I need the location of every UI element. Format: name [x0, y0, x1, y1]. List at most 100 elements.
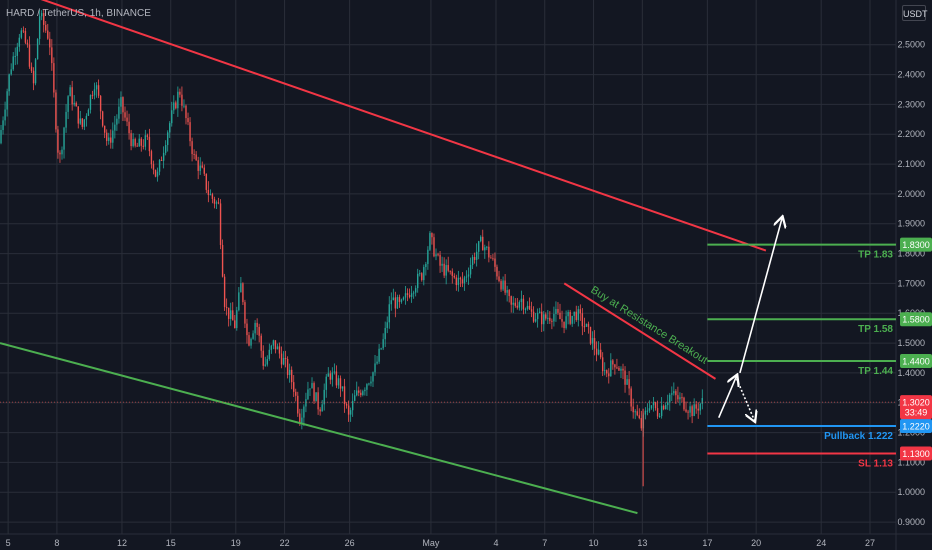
candle-body [144, 135, 147, 147]
candle-body [63, 127, 65, 150]
candle-body [473, 256, 476, 260]
x-tick-label: 20 [751, 538, 761, 548]
y-tick-label: 0.9000 [897, 517, 925, 527]
candle-body [693, 404, 695, 417]
arrow-dotted [735, 378, 755, 421]
candle-body [61, 149, 63, 155]
y-tick-label: 1.7000 [897, 278, 925, 288]
candle-body [59, 152, 61, 155]
candle-body [333, 371, 336, 373]
candle-body [207, 189, 210, 195]
x-tick-label: 26 [345, 538, 355, 548]
candle-body [475, 251, 478, 260]
candle-body [329, 373, 332, 380]
candle-body [500, 281, 502, 290]
candle-body [662, 405, 665, 410]
candle-body [689, 406, 691, 413]
candle-body [87, 109, 90, 116]
candle-body [2, 120, 4, 131]
candle-body [480, 236, 482, 242]
support-channel-line [0, 342, 638, 515]
candle-body [288, 369, 291, 375]
candle-body [632, 406, 634, 413]
candle-body [108, 137, 110, 141]
candle-body [256, 322, 258, 327]
candle-body [437, 254, 439, 256]
symbol-header[interactable]: HARD / TetherUS, 1h, BINANCE [6, 8, 151, 19]
projection-arrows [718, 218, 782, 421]
candle-body [219, 203, 222, 245]
candle-body [38, 16, 41, 39]
candle-body [67, 96, 69, 112]
candle-body [154, 169, 157, 177]
candle-body [595, 348, 598, 355]
candle-body [463, 277, 466, 284]
candle-body [286, 358, 289, 375]
candle-body [431, 233, 433, 238]
y-tick-label: 2.5000 [897, 40, 925, 50]
candle-body [315, 392, 317, 402]
candle-body [34, 59, 37, 84]
candle-body [640, 418, 643, 429]
currency-button[interactable]: USDT [902, 5, 928, 21]
y-tick-label: 1.0000 [897, 487, 925, 497]
candle-body [299, 413, 301, 424]
x-tick-label: 5 [6, 538, 11, 548]
candle-body [65, 111, 67, 128]
candle-body [644, 410, 647, 415]
current-price-tag [900, 395, 932, 420]
candle-body [534, 319, 537, 322]
candle-body [408, 295, 411, 297]
candle-body [136, 145, 138, 147]
candle-body [579, 309, 582, 314]
candle-body [351, 400, 354, 411]
candle-body [402, 297, 405, 300]
y-tick-label: 1.4000 [897, 368, 925, 378]
candle-body [530, 309, 533, 312]
candle-body [49, 38, 51, 48]
candle-body [223, 276, 226, 308]
candle-body [439, 254, 441, 266]
candle-body [683, 397, 685, 410]
candle-body [427, 249, 429, 264]
y-tick-label: 1.9000 [897, 219, 925, 229]
candle-body [502, 280, 504, 290]
time-axis[interactable]: 5 8 12 15 19 22 26 May 4 7 10 13 17 20 24 27 [6, 538, 875, 548]
candle-body [51, 47, 53, 64]
candle-body [140, 138, 142, 146]
candle-body [496, 266, 498, 277]
candle-body [169, 123, 171, 133]
candle-body [327, 373, 329, 377]
candle-body [624, 370, 626, 385]
candle-body [26, 42, 29, 45]
candle-body [14, 55, 16, 57]
level-tag-text: 1.8300 [902, 240, 930, 250]
candle-body [211, 194, 214, 199]
candle-body [345, 404, 348, 406]
candle-body [309, 388, 311, 390]
x-tick-label: 7 [542, 538, 547, 548]
candle-body [620, 368, 622, 371]
candle-body [126, 117, 128, 122]
candle-body [195, 154, 197, 161]
candle-body [638, 415, 640, 419]
candle-body [421, 273, 423, 281]
candle-body [555, 308, 557, 314]
candle-body [508, 290, 510, 297]
candle-body [610, 360, 612, 377]
candle-body [278, 346, 281, 354]
candle-body [284, 357, 287, 359]
candle-body [209, 194, 212, 196]
candle-body [148, 136, 151, 152]
candle-body [581, 313, 584, 327]
arrow-solid [739, 218, 782, 374]
candle-body [636, 411, 638, 416]
candle-body [695, 404, 697, 409]
candle-body [461, 279, 464, 284]
candle-body [177, 91, 179, 109]
candle-body [652, 402, 655, 406]
candle-body [547, 317, 549, 319]
candle-body [331, 372, 334, 380]
candle-body [677, 395, 679, 400]
